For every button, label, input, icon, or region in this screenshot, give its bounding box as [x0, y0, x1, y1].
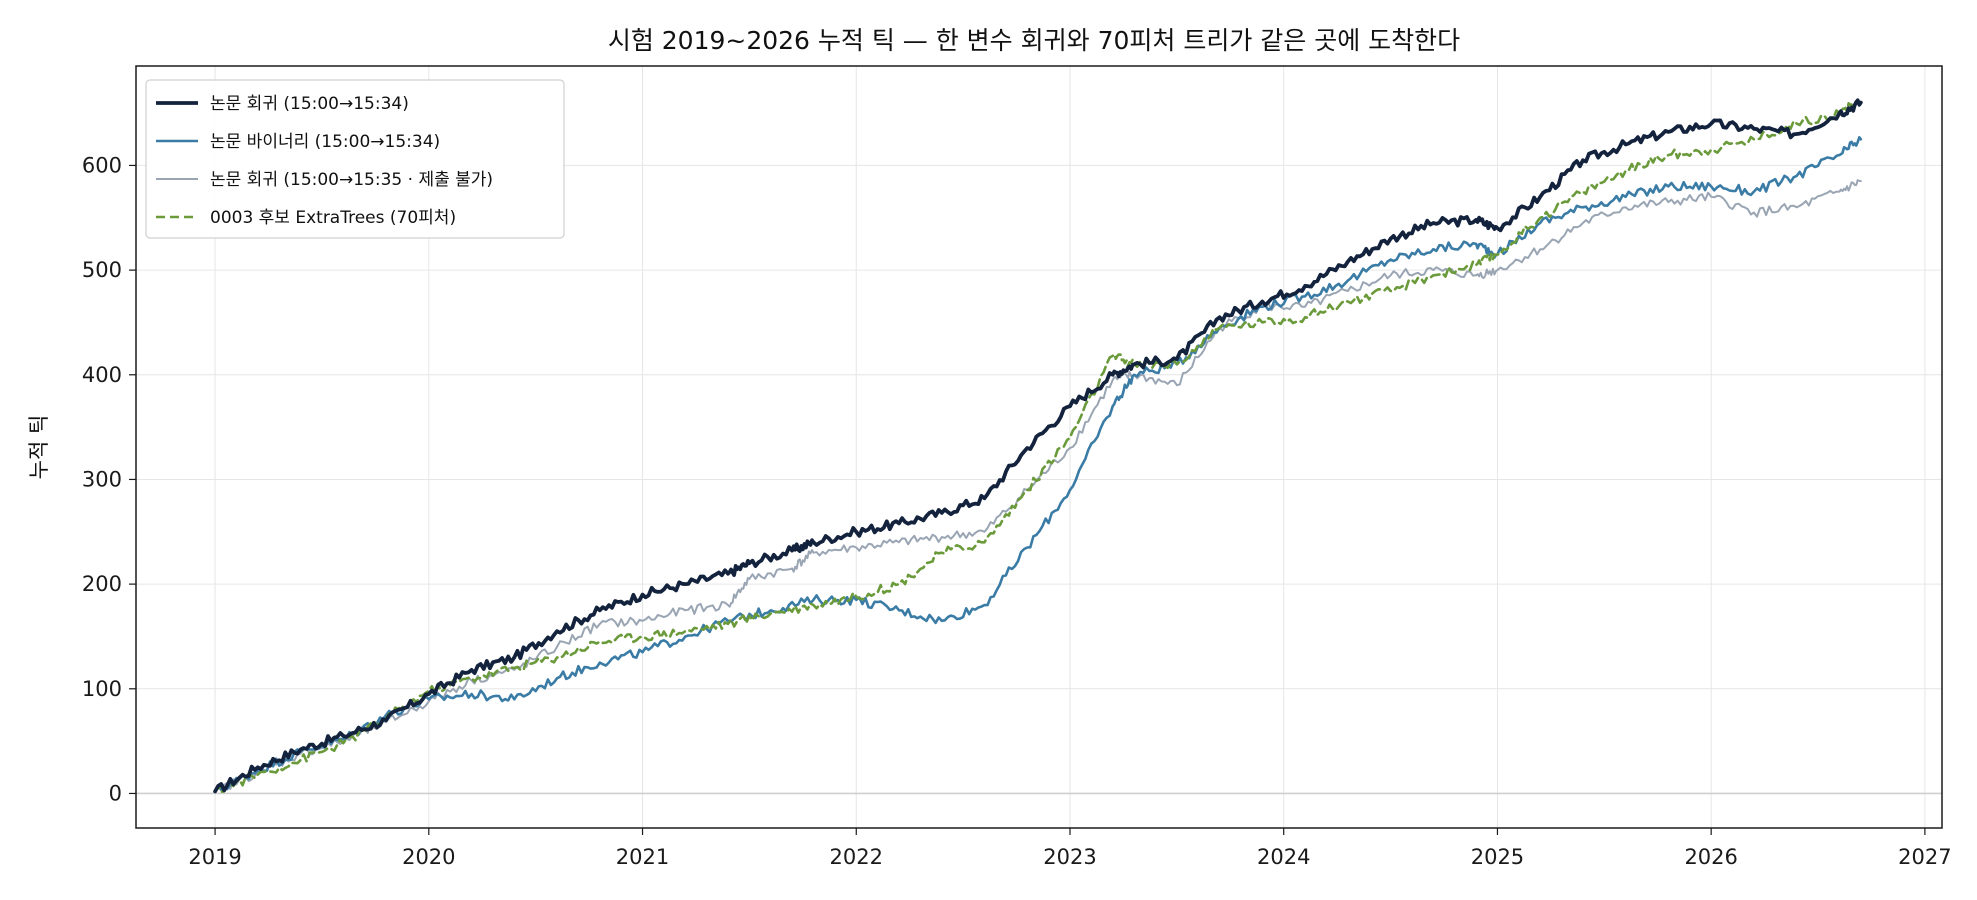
legend: 논문 회귀 (15:00→15:34) 논문 바이너리 (15:00→15:34)… [145, 79, 565, 239]
y-tick-label: 400 [82, 363, 122, 387]
legend-label-1: 논문 회귀 (15:00→15:34) [210, 94, 409, 114]
x-tick-label: 2022 [830, 845, 883, 869]
legend-box [145, 79, 565, 239]
y-tick-label: 200 [82, 572, 122, 596]
series-line-1 [213, 98, 1863, 794]
y-tick-label: 500 [82, 258, 122, 282]
x-tick-label: 2023 [1043, 845, 1096, 869]
x-tick-label: 2024 [1257, 845, 1310, 869]
y-axis: 0 100 200 300 400 500 600 [82, 153, 136, 805]
y-tick-label: 300 [82, 467, 122, 491]
series-layer [213, 98, 1863, 794]
x-tick-label: 2027 [1898, 845, 1951, 869]
series-line-2 [213, 136, 1863, 793]
legend-label-3: 논문 회귀 (15:00→15:35 · 제출 불가) [210, 170, 493, 190]
x-axis: 2019 2020 2021 2022 2023 2024 2025 2026 2027 [188, 828, 1952, 869]
x-tick-label: 2019 [188, 845, 241, 869]
x-tick-label: 2020 [402, 845, 455, 869]
legend-label-4: 0003 후보 ExtraTrees (70피처) [210, 208, 456, 228]
plot-frame [135, 65, 1943, 829]
y-tick-label: 600 [82, 153, 122, 177]
grid [136, 66, 1942, 828]
x-tick-label: 2026 [1684, 845, 1737, 869]
y-axis-label: 누적 틱 [27, 415, 51, 480]
y-tick-label: 0 [109, 781, 122, 805]
series-line-4 [213, 98, 1863, 794]
chart-title: 시험 2019~2026 누적 틱 — 한 변수 회귀와 70피처 트리가 같은… [608, 26, 1460, 55]
legend-label-2: 논문 바이너리 (15:00→15:34) [210, 132, 440, 152]
x-tick-label: 2025 [1471, 845, 1524, 869]
y-tick-label: 100 [82, 677, 122, 701]
x-tick-label: 2021 [616, 845, 669, 869]
